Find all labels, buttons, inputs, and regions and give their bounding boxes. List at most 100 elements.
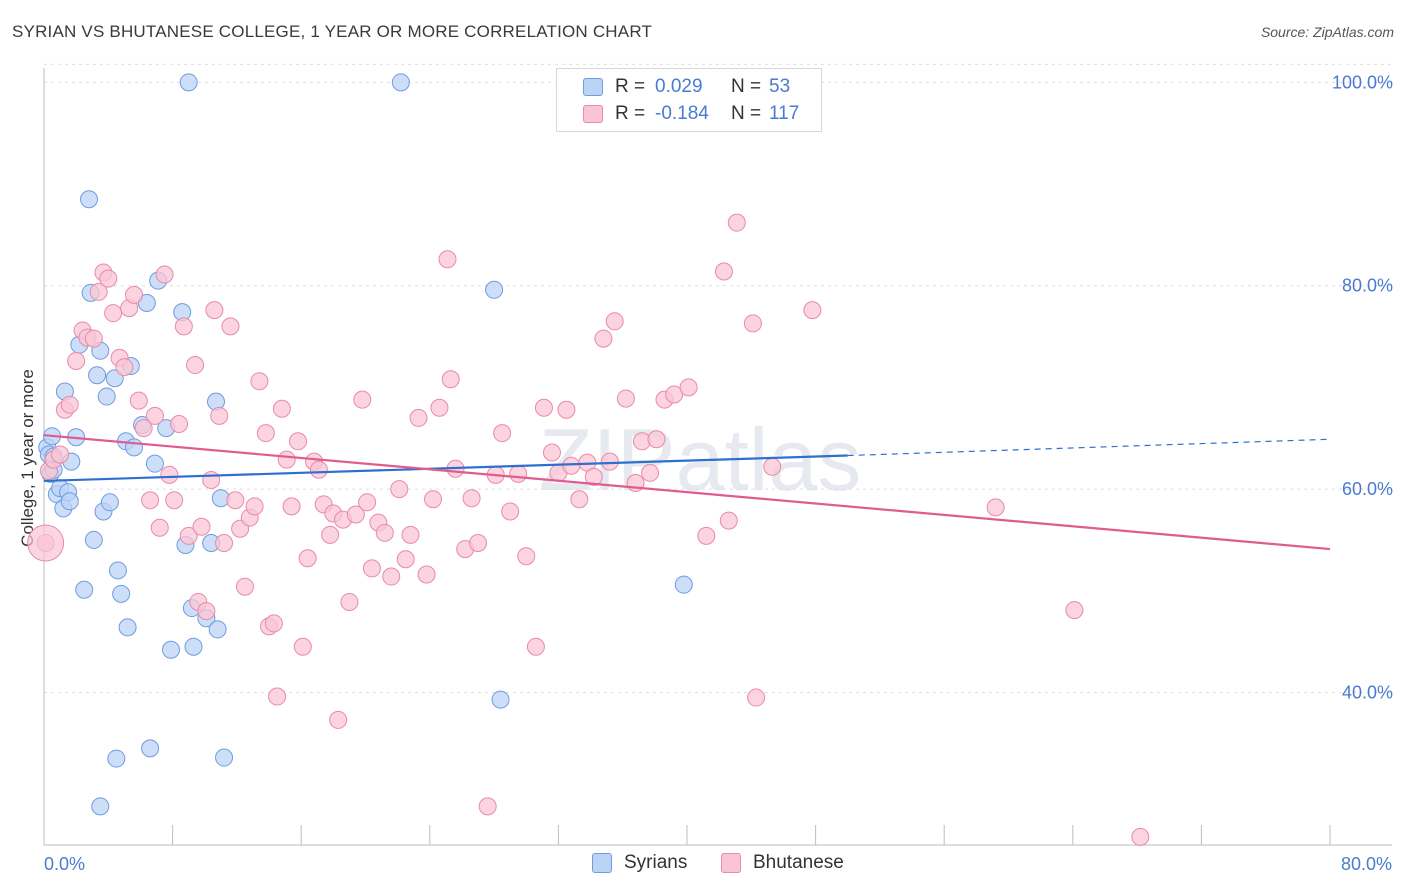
syrians-legend-swatch-icon [592,853,612,873]
chart-title: SYRIAN VS BHUTANESE COLLEGE, 1 YEAR OR M… [12,22,653,41]
data-point [60,492,79,511]
correlation-stats-box: R = 0.029 N = 53 R = -0.184 N = 117 [556,68,822,132]
y-tick-label: 60.0% [1342,479,1393,499]
n-value: 117 [769,103,800,124]
legend-item-bhutanese[interactable]: Bhutanese [721,852,844,874]
data-point [485,280,504,299]
data-point [145,406,164,425]
data-point [509,464,528,483]
data-point [60,395,79,414]
data-point [184,637,203,656]
data-point [697,526,716,545]
data-point [75,580,94,599]
data-point [438,250,457,269]
data-point [441,370,460,389]
data-point [141,491,160,510]
data-point [256,424,275,443]
legend-item-syrians[interactable]: Syrians [592,852,687,874]
data-point [179,73,198,92]
data-point [584,467,603,486]
data-point [67,351,86,370]
data-point [501,502,520,521]
data-point [282,497,301,516]
data-point [208,620,227,639]
data-point [165,491,184,510]
data-point [51,445,70,464]
data-point [298,549,317,568]
trend-line-bhutanese [43,434,1331,551]
data-point [205,301,224,320]
data-point [417,565,436,584]
data-point [125,285,144,304]
data-point [192,517,211,536]
data-point [91,797,110,816]
n-label: N = [731,103,762,124]
data-point [346,505,365,524]
data-point [99,269,118,288]
aggregate-point [27,524,65,562]
data-point [430,398,449,417]
data-point [84,530,103,549]
data-point [125,438,144,457]
data-point [600,452,619,471]
data-point [134,419,153,438]
data-point [562,456,581,475]
data-point [115,358,134,377]
series-bhutanese [36,213,1150,846]
data-point [594,329,613,348]
r-label: R = [615,103,646,124]
data-point [743,314,762,333]
data-point [293,637,312,656]
data-point [353,390,372,409]
data-point [396,550,415,569]
data-point [137,294,156,313]
r-value: 0.029 [655,76,703,97]
data-point [986,498,1005,517]
n-label: N = [731,76,762,97]
source-note: Source: ZipAtlas.com [1260,24,1394,40]
data-point [215,748,234,767]
data-point [245,497,264,516]
data-point [409,408,428,427]
data-point [605,312,624,331]
y-tick-label: 80.0% [1342,276,1393,296]
data-point [145,454,164,473]
data-point [129,391,148,410]
data-point [88,366,107,385]
data-point [1065,601,1084,620]
data-point [382,567,401,586]
x-tick-label: 80.0% [1341,854,1392,874]
data-point [763,457,782,476]
data-point [104,304,123,323]
y-tick-label: 40.0% [1342,682,1393,702]
y-tick-label: 100.0% [1332,72,1393,92]
data-point [186,356,205,375]
data-point [391,73,410,92]
data-point [309,460,328,479]
data-point [616,389,635,408]
r-label: R = [615,76,646,97]
data-point [321,525,340,544]
data-point [674,575,693,594]
data-point [719,511,738,530]
data-point [108,561,127,580]
data-point [517,547,536,566]
data-point [97,387,116,406]
data-point [155,265,174,284]
syrians-swatch-icon [583,78,603,96]
data-point [462,489,481,508]
data-point [491,690,510,709]
data-point [210,406,229,425]
trend-extension-syrians [847,438,1331,457]
data-point [469,533,488,552]
data-point [803,301,822,320]
data-point [478,797,497,816]
stats-row-bhutanese: R = -0.184 N = 117 [557,101,799,127]
data-point [272,399,291,418]
data-point [647,430,666,449]
tick-labels: 40.0% 60.0% 80.0% 100.0% 0.0% 80.0% [44,72,1393,874]
data-point [118,618,137,637]
data-point [358,493,377,512]
data-point [100,493,119,512]
n-value: 53 [769,76,791,97]
